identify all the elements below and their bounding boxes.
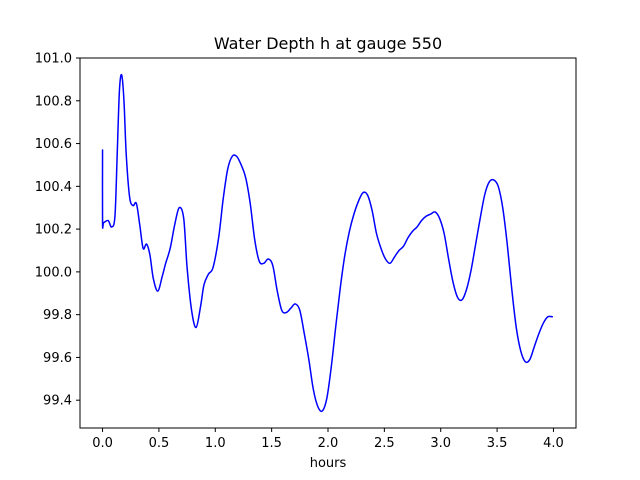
y-axis: 99.4 99.6 99.8 100.0 100.2 100.4 100.6 100.8 101… bbox=[35, 52, 80, 409]
chart-title: Water Depth h at gauge 550 bbox=[214, 34, 442, 53]
y-tick-label: 99.6 bbox=[43, 351, 72, 366]
plot-area-frame bbox=[79, 57, 577, 429]
y-tick-label: 100.8 bbox=[35, 94, 72, 109]
series-line bbox=[101, 73, 554, 413]
y-tick-label: 101.0 bbox=[35, 52, 72, 67]
y-tick-label: 100.0 bbox=[35, 265, 72, 280]
y-tick-label: 100.2 bbox=[35, 223, 72, 238]
y-tick-label: 99.8 bbox=[43, 308, 72, 323]
y-tick-label: 100.6 bbox=[35, 137, 72, 152]
x-tick-label: 0.0 bbox=[92, 436, 113, 451]
x-tick-label: 4.0 bbox=[543, 436, 564, 451]
x-tick-label: 2.0 bbox=[318, 436, 339, 451]
x-tick-label: 3.5 bbox=[487, 436, 508, 451]
y-tick-label: 99.4 bbox=[43, 394, 72, 409]
x-axis-label: hours bbox=[310, 456, 347, 471]
x-tick-label: 1.5 bbox=[261, 436, 282, 451]
y-tick-label: 100.4 bbox=[35, 180, 72, 195]
x-tick-label: 0.5 bbox=[149, 436, 170, 451]
x-tick-label: 2.5 bbox=[374, 436, 395, 451]
x-tick-label: 1.0 bbox=[205, 436, 226, 451]
x-tick-label: 3.0 bbox=[430, 436, 451, 451]
x-axis: 0.0 0.5 1.0 1.5 2.0 2.5 3.0 3.5 4.0 bbox=[92, 428, 564, 451]
